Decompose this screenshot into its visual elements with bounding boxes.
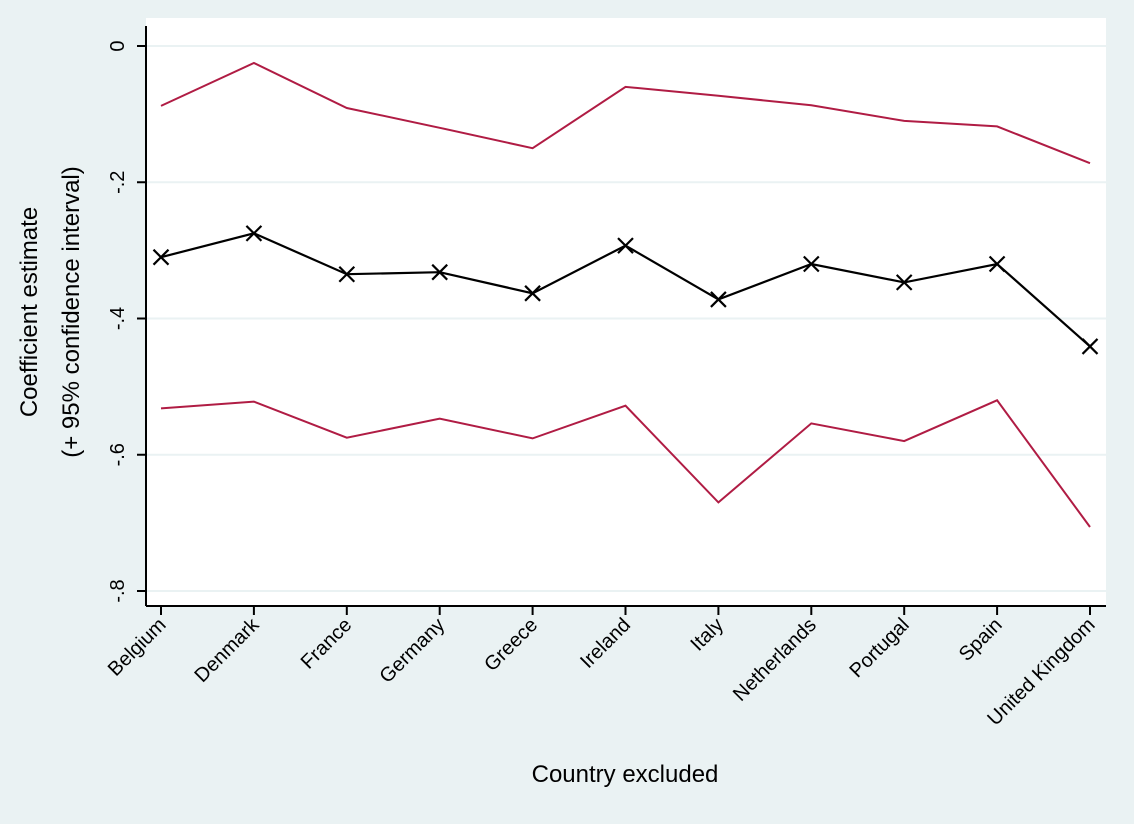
- series-point-estimate-2: [338, 265, 356, 283]
- gridlines: [146, 45, 1106, 592]
- series-point-estimate-3: [431, 263, 448, 281]
- plot-area: [146, 18, 1106, 606]
- series-point-estimate-4: [524, 285, 541, 302]
- series-point-estimate-5: [617, 237, 634, 254]
- series-line-lower-ci: [160, 399, 1091, 528]
- y-axis-title-line-1: Coefficient estimate: [16, 207, 43, 417]
- series-point-estimate-10: [1081, 338, 1099, 355]
- y-tick-label-0: 0: [107, 40, 129, 51]
- series-point-estimate-1: [245, 225, 263, 242]
- series-point-estimate-8: [895, 274, 913, 291]
- y-tick-label-2: -.4: [107, 307, 129, 330]
- series-point-estimate-0: [152, 248, 170, 266]
- y-tick-label-1: -.2: [107, 171, 129, 194]
- x-axis-title: Country excluded: [532, 761, 719, 788]
- y-axis-title-line-2: (+ 95% confidence interval): [58, 166, 85, 458]
- y-tick-label-3: -.6: [107, 443, 129, 466]
- series-point-estimate-7: [803, 255, 820, 273]
- series-layer: [152, 61, 1099, 528]
- y-tick-label-4: -.8: [107, 579, 129, 602]
- series-point-estimate-9: [988, 255, 1006, 273]
- series-point-estimate-6: [710, 291, 727, 308]
- series-line-upper-ci: [160, 61, 1091, 165]
